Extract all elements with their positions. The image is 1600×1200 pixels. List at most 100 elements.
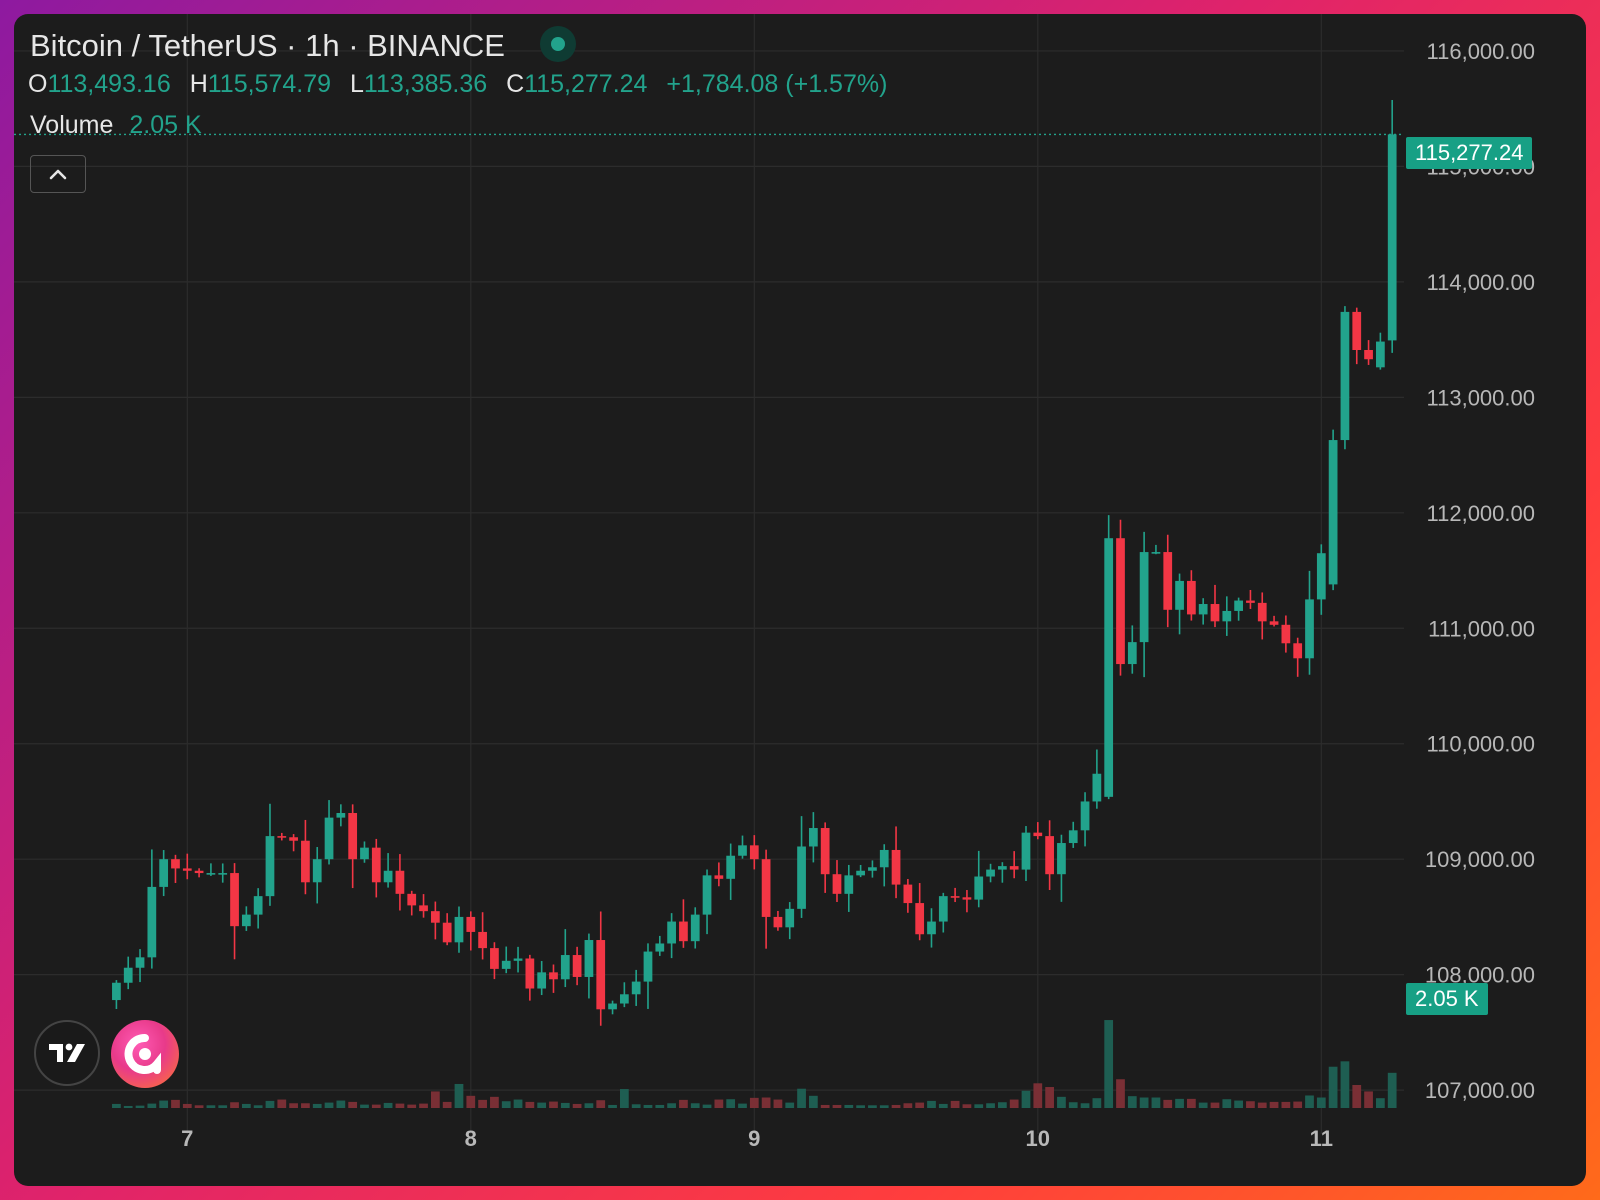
candle-body [1316, 553, 1326, 600]
volume-bar [194, 1105, 204, 1108]
volume-bar [395, 1103, 405, 1108]
collapse-legend-button[interactable] [30, 155, 86, 193]
volume-bar [797, 1088, 806, 1108]
candle-body [478, 931, 487, 949]
volume-legend[interactable]: Volume 2.05 K [30, 111, 202, 140]
volume-bar [844, 1104, 854, 1108]
price-tick-label: 109,000.00 [1425, 847, 1535, 872]
volume-bar [1163, 1099, 1173, 1108]
candle-body [1364, 350, 1373, 360]
app-logo[interactable] [111, 1020, 179, 1088]
volume-bar [690, 1103, 700, 1108]
price-axis: 107,000.00108,000.00109,000.00110,000.00… [1425, 39, 1535, 1103]
volume-bar [938, 1103, 948, 1108]
candle-body [891, 849, 901, 885]
volume-bar [986, 1103, 995, 1108]
volume-bar [891, 1104, 901, 1108]
candle-body [466, 916, 476, 932]
volume-bars [112, 1020, 1397, 1108]
volume-bar [1234, 1100, 1243, 1108]
candle-body [785, 908, 795, 928]
candle-body [371, 847, 381, 883]
candle-body [1127, 642, 1137, 665]
close-label: C [506, 70, 525, 98]
volume-bar [513, 1099, 523, 1108]
candle-body [1269, 621, 1279, 625]
candle-body [501, 960, 511, 969]
volume-bar [749, 1097, 759, 1108]
candle-body [1139, 552, 1149, 643]
candle-body [962, 897, 972, 900]
volume-bar [1316, 1097, 1326, 1108]
price-tick-label: 111,000.00 [1428, 616, 1535, 641]
live-status-dot-icon [540, 26, 576, 62]
candle-body [749, 845, 759, 860]
candle-body [1210, 604, 1220, 622]
candle-body [832, 874, 842, 894]
volume-bar [501, 1101, 511, 1108]
volume-bar [454, 1083, 464, 1108]
time-tick-label: 10 [1026, 1126, 1050, 1151]
candle-body [1328, 440, 1338, 585]
volume-bar [1364, 1091, 1373, 1108]
volume-bar [1340, 1061, 1350, 1108]
volume-bar [1257, 1102, 1267, 1108]
open-label: O [28, 70, 48, 98]
volume-bar [761, 1097, 771, 1108]
volume-bar [643, 1104, 653, 1108]
candle-body [265, 836, 275, 897]
candle-body [1163, 552, 1173, 610]
price-tick-label: 112,000.00 [1427, 501, 1535, 526]
candle-body [608, 1003, 617, 1010]
app-logo-icon [124, 1033, 161, 1074]
candle-body [182, 868, 192, 871]
candle-body [714, 875, 724, 879]
volume-bar [1116, 1079, 1125, 1108]
last-price-tag: 115,277.24 [1406, 137, 1533, 169]
volume-bar [1352, 1084, 1362, 1108]
volume-bar [667, 1103, 676, 1108]
candle-body [879, 849, 889, 868]
candles [14, 100, 1404, 1026]
volume-bar [1281, 1101, 1291, 1108]
candle-body [702, 875, 712, 915]
candle-body [253, 896, 263, 915]
volume-bar [1376, 1098, 1385, 1108]
candle-body [643, 951, 653, 982]
candle-body [738, 845, 747, 856]
candle-body [348, 813, 358, 860]
candle-body [430, 911, 440, 923]
tradingview-logo-icon [49, 1043, 85, 1062]
candle-body [1057, 843, 1066, 875]
candle-body [808, 828, 818, 847]
candle-body [986, 869, 995, 877]
candle-body [868, 867, 877, 871]
volume-bar [301, 1103, 310, 1108]
volume-bar [490, 1096, 499, 1108]
candle-body [1186, 580, 1196, 615]
candle-body [667, 921, 676, 944]
volume-bar [785, 1102, 795, 1108]
volume-bar [679, 1099, 688, 1108]
candle-body [1009, 866, 1019, 870]
candle-body [584, 940, 594, 977]
candle-body [690, 914, 700, 942]
volume-bar [419, 1103, 428, 1108]
candle-body [301, 840, 310, 883]
volume-bar [336, 1100, 346, 1108]
candlestick-chart[interactable]: 107,000.00108,000.00109,000.00110,000.00… [14, 14, 1586, 1186]
volume-bar [927, 1100, 936, 1108]
volume-bar [218, 1105, 228, 1108]
candle-body [312, 859, 322, 883]
open-value: 113,493.16 [47, 70, 171, 98]
candle-body [277, 836, 287, 838]
volume-bar [1092, 1098, 1102, 1108]
candle-body [950, 896, 960, 898]
symbol-title[interactable]: Bitcoin / TetherUS · 1h · BINANCE [30, 28, 505, 63]
candle-body [407, 893, 417, 906]
candle-body [1175, 580, 1184, 610]
candle-body [974, 876, 984, 900]
tradingview-logo[interactable] [34, 1020, 100, 1086]
volume-bar [1033, 1083, 1043, 1108]
candle-body [997, 866, 1007, 870]
